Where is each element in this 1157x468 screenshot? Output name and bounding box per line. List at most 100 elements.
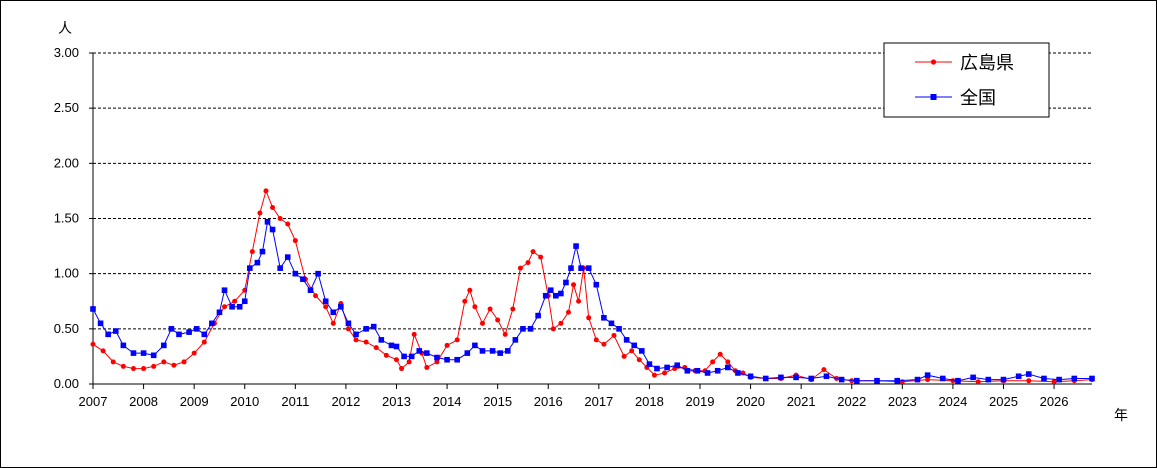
- data-point: [454, 356, 460, 363]
- data-point: [684, 367, 691, 374]
- data-point: [472, 304, 478, 310]
- x-tick-label: 2014: [433, 394, 462, 409]
- data-point: [651, 372, 657, 378]
- y-tick-label: 3.00: [54, 45, 79, 60]
- data-point: [338, 303, 344, 310]
- data-point: [444, 356, 450, 363]
- y-tick-label: 1.00: [54, 266, 79, 281]
- data-point: [161, 359, 167, 365]
- data-point: [1056, 376, 1062, 383]
- y-tick-label: 2.50: [54, 100, 79, 115]
- data-point: [151, 363, 157, 369]
- data-point: [193, 326, 200, 332]
- x-tick-labels: 2007 2008 2009 2010 2011 2012 2013 2014 2015 2016…: [79, 384, 1069, 409]
- data-point: [563, 279, 569, 286]
- data-point: [601, 315, 607, 321]
- data-point: [161, 342, 167, 349]
- data-point: [464, 350, 471, 356]
- data-point: [353, 331, 359, 338]
- data-point: [512, 337, 519, 343]
- data-point: [150, 352, 157, 359]
- data-point: [229, 303, 235, 310]
- data-point: [778, 374, 784, 381]
- data-point: [1000, 376, 1007, 383]
- x-tick-label: 2024: [938, 394, 967, 409]
- data-point: [629, 348, 635, 354]
- data-point: [714, 367, 721, 374]
- data-point: [662, 370, 668, 376]
- data-point: [1051, 379, 1057, 385]
- data-point: [383, 352, 389, 358]
- data-point: [611, 332, 617, 338]
- data-point: [411, 331, 417, 337]
- data-point: [525, 260, 531, 266]
- x-tick-label: 2010: [230, 394, 259, 409]
- data-point: [284, 254, 291, 260]
- data-point: [140, 350, 147, 356]
- data-point: [236, 303, 243, 310]
- data-point: [201, 331, 208, 338]
- data-point: [130, 366, 136, 372]
- data-point: [90, 306, 96, 312]
- data-point: [277, 265, 283, 271]
- data-point: [970, 374, 976, 381]
- data-point: [550, 326, 556, 332]
- data-point: [221, 287, 228, 294]
- data-point: [315, 270, 321, 277]
- data-point: [345, 326, 351, 332]
- x-tick-label: 2021: [787, 394, 816, 409]
- data-point: [502, 331, 508, 337]
- data-point: [694, 367, 701, 374]
- data-point: [254, 259, 261, 266]
- legend-marker-national: [930, 94, 937, 100]
- data-point: [270, 204, 276, 210]
- data-point: [874, 377, 880, 384]
- data-point: [939, 375, 946, 382]
- data-point: [674, 362, 681, 369]
- data-point: [646, 361, 653, 367]
- data-point: [1089, 375, 1095, 382]
- data-point: [330, 320, 336, 326]
- data-point: [300, 276, 306, 282]
- data-point: [538, 254, 544, 260]
- data-point: [725, 364, 731, 371]
- data-point: [292, 238, 298, 244]
- data-point: [186, 329, 192, 335]
- y-tick-label: 1.50: [54, 211, 79, 226]
- data-point: [593, 337, 599, 343]
- data-point: [925, 377, 931, 383]
- data-point: [472, 342, 478, 349]
- y-tick-label: 2.00: [54, 155, 79, 170]
- data-point: [406, 359, 412, 365]
- data-point: [105, 331, 111, 338]
- data-point: [408, 353, 415, 360]
- data-point: [894, 377, 901, 384]
- data-point: [608, 320, 615, 327]
- x-tick-label: 2018: [635, 394, 664, 409]
- x-tick-label: 2019: [686, 394, 715, 409]
- data-point: [307, 287, 314, 294]
- data-point: [704, 370, 711, 376]
- data-point: [277, 216, 283, 221]
- data-point: [249, 249, 255, 255]
- data-point: [363, 339, 369, 345]
- data-point: [120, 363, 126, 369]
- data-point: [247, 265, 253, 271]
- data-point: [363, 326, 369, 332]
- data-point: [434, 354, 440, 361]
- data-point: [241, 298, 248, 305]
- x-tick-label: 2025: [989, 394, 1018, 409]
- data-point: [631, 342, 638, 349]
- data-point: [530, 249, 536, 255]
- data-point: [479, 320, 485, 326]
- data-point: [171, 362, 177, 368]
- data-point: [573, 243, 579, 249]
- data-point: [378, 337, 385, 343]
- legend-box: [883, 42, 1050, 118]
- data-point: [710, 359, 716, 365]
- x-tick-label: 2023: [888, 394, 917, 409]
- data-point: [97, 320, 104, 327]
- data-point: [424, 350, 430, 356]
- data-point: [467, 287, 473, 293]
